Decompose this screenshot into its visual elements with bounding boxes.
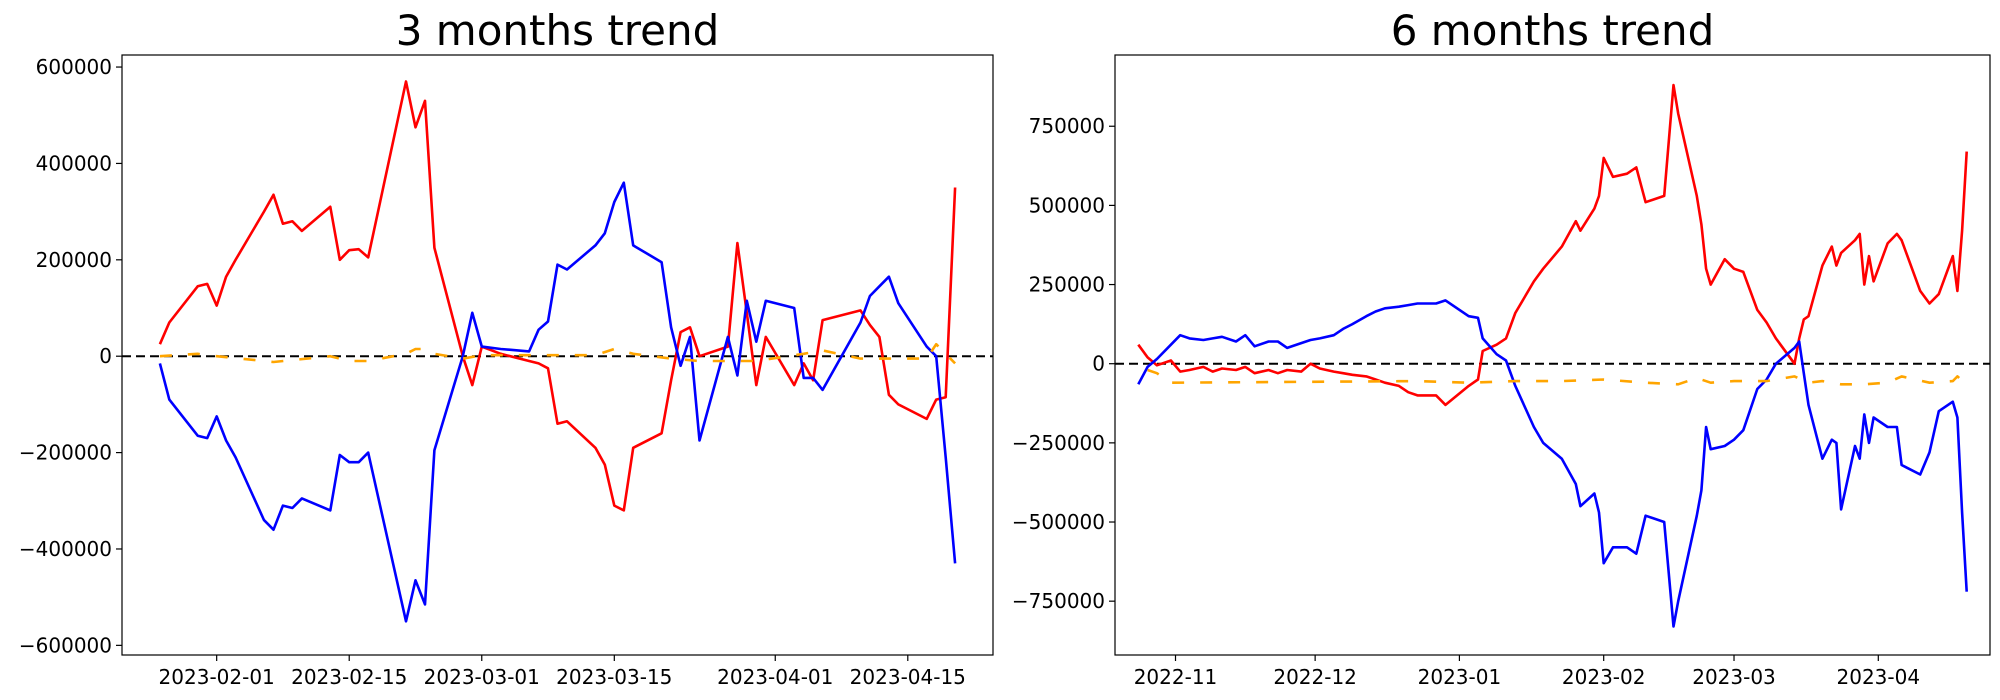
series-line-2 (158, 181, 957, 623)
x-tick-label: 2023-02 (1562, 665, 1646, 689)
series-line-3 (159, 342, 957, 365)
x-tick-label: 2023-02-01 (159, 665, 275, 689)
y-tick-label: 200000 (36, 248, 112, 272)
chart-panel-1: 3 months trend 2023-02-01 2023-02-15 2023-0… (19, 6, 994, 689)
y-tick-label: 250000 (1029, 273, 1105, 297)
y-tick-label: 400000 (36, 151, 112, 175)
x-tick-label: 2023-03-01 (424, 665, 540, 689)
chart-title: 6 months trend (1391, 6, 1715, 55)
series-line-1 (158, 80, 957, 512)
y-tick-label: 0 (99, 344, 112, 368)
plot-frame (121, 54, 994, 656)
y-tick-label: 750000 (1029, 114, 1105, 138)
series-line-2 (1137, 299, 1968, 628)
y-tick-label: 0 (1092, 352, 1105, 376)
y-tick-label: 500000 (1029, 193, 1105, 217)
x-tick-label: 2023-02-15 (291, 665, 407, 689)
y-tick-label: −600000 (19, 633, 112, 657)
x-tick-label: 2023-04-01 (717, 665, 833, 689)
chart-title: 3 months trend (396, 6, 720, 55)
chart-panel-2: 6 months trend 2022-11 2022-12 2023-01 2023-… (1012, 6, 1991, 689)
y-tick-label: −750000 (1012, 589, 1105, 613)
x-tick-label: 2022-11 (1134, 665, 1218, 689)
x-tick-label: 2023-01 (1418, 665, 1502, 689)
series-line-3 (1147, 368, 1968, 386)
x-tick-label: 2023-03 (1692, 665, 1776, 689)
y-tick-label: 600000 (36, 55, 112, 79)
x-tick-label: 2023-03-15 (556, 665, 672, 689)
y-tick-label: −250000 (1012, 431, 1105, 455)
x-tick-label: 2022-12 (1273, 665, 1357, 689)
y-tick-label: −200000 (19, 441, 112, 465)
x-tick-label: 2023-04-15 (850, 665, 966, 689)
x-tick-label: 2023-04 (1837, 665, 1921, 689)
plot-frame (1114, 54, 1991, 656)
y-tick-label: −400000 (19, 537, 112, 561)
y-tick-label: −500000 (1012, 510, 1105, 534)
series-line-1 (1137, 83, 1968, 407)
